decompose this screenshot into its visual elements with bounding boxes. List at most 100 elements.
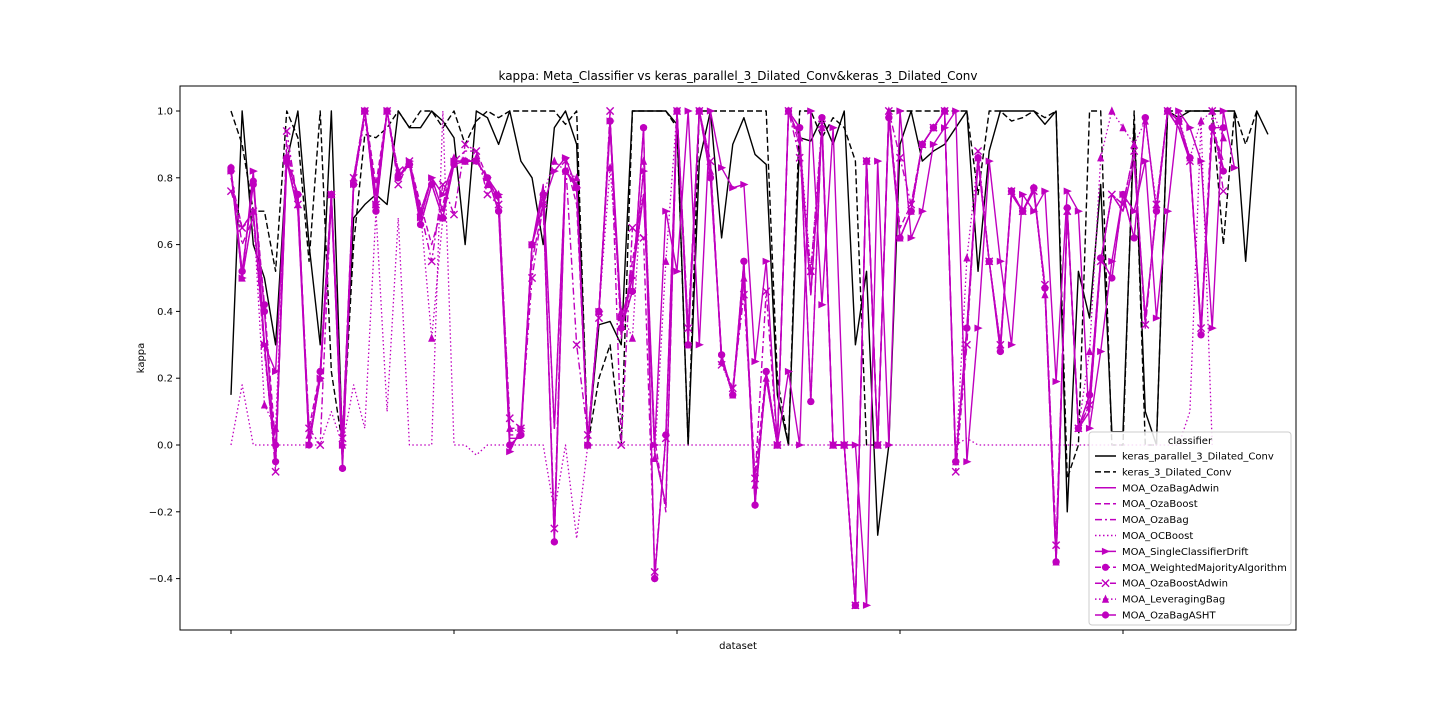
data-point — [1219, 107, 1228, 115]
data-point — [617, 314, 626, 322]
data-point — [907, 234, 916, 242]
legend-marker — [1101, 563, 1110, 571]
data-point — [1019, 190, 1028, 199]
data-point — [651, 441, 660, 449]
data-point — [1152, 207, 1161, 215]
data-point — [427, 257, 436, 266]
data-point — [1141, 320, 1150, 329]
x-axis-label: dataset — [719, 641, 757, 652]
data-point — [1164, 107, 1172, 115]
data-point — [1175, 117, 1183, 125]
data-point — [1219, 167, 1227, 175]
legend-marker — [1101, 579, 1110, 588]
data-point — [1219, 124, 1227, 132]
x-axis — [230, 630, 1124, 634]
data-point — [1097, 153, 1105, 162]
data-point — [617, 440, 626, 450]
y-tick-label: 0.4 — [157, 307, 173, 318]
data-point — [517, 431, 525, 439]
series-line — [230, 110, 1224, 607]
legend-label: MOA_OzaBagAdwin — [1122, 483, 1219, 494]
data-point — [818, 114, 826, 122]
data-point — [472, 157, 480, 165]
data-point — [238, 273, 246, 282]
data-point — [461, 157, 469, 165]
series-line — [230, 110, 1213, 540]
data-point — [896, 234, 904, 242]
data-point — [1052, 558, 1060, 566]
legend-label: MOA_OzaBagASHT — [1122, 611, 1216, 622]
data-point — [951, 467, 960, 476]
data-point — [1030, 207, 1039, 215]
data-point — [428, 333, 436, 342]
data-point — [840, 441, 848, 449]
data-point — [550, 167, 559, 175]
data-point — [896, 107, 905, 115]
legend-label: keras_parallel_3_Dilated_Conv — [1122, 452, 1274, 463]
data-point — [784, 367, 794, 376]
data-point — [1119, 190, 1127, 199]
data-point — [416, 220, 425, 229]
data-point — [684, 107, 693, 115]
data-point — [751, 501, 759, 509]
data-point — [506, 448, 515, 456]
data-point — [606, 163, 614, 172]
data-point — [1119, 123, 1127, 132]
legend-label: MOA_OzaBoostAdwin — [1122, 579, 1228, 590]
data-point — [483, 174, 492, 182]
data-point — [818, 301, 827, 309]
data-point — [829, 124, 838, 132]
data-point — [1186, 124, 1195, 132]
data-point — [495, 207, 503, 215]
legend-marker — [1101, 611, 1110, 619]
data-point — [706, 174, 715, 182]
data-point — [1186, 154, 1194, 162]
data-point — [862, 157, 871, 165]
data-point — [539, 190, 547, 199]
data-point — [439, 214, 447, 222]
data-point — [651, 453, 659, 462]
plot-area — [179, 85, 1297, 631]
y-tick-label: −0.2 — [149, 507, 173, 518]
series-line — [230, 110, 1236, 607]
data-point — [729, 391, 737, 399]
data-point — [695, 341, 704, 349]
legend-label: MOA_OzaBoost — [1122, 499, 1198, 510]
data-point — [684, 324, 693, 333]
data-point — [773, 441, 781, 449]
data-point — [762, 367, 770, 376]
legend-item: MOA_WeightedMajorityAlgorithm — [1095, 563, 1287, 574]
data-point — [796, 441, 805, 449]
data-point — [784, 107, 793, 115]
series-keras-3-dilated-conv — [230, 110, 1258, 480]
data-point — [394, 174, 402, 182]
legend-item: MOA_LeveragingBag — [1095, 594, 1225, 606]
data-point — [1219, 187, 1228, 196]
data-point — [874, 441, 882, 449]
data-point — [1130, 234, 1138, 242]
data-point — [572, 340, 581, 349]
data-point — [851, 441, 860, 449]
data-point — [439, 190, 448, 199]
legend-item: keras_parallel_3_Dilated_Conv — [1095, 452, 1274, 463]
legend-label: MOA_WeightedMajorityAlgorithm — [1122, 563, 1287, 574]
data-point — [438, 180, 447, 189]
data-point — [282, 126, 291, 136]
data-point — [1107, 190, 1116, 199]
data-point — [695, 107, 703, 115]
y-tick-label: 1.0 — [157, 107, 173, 118]
data-point — [1175, 107, 1184, 115]
legend-label: MOA_OzaBag — [1122, 515, 1189, 526]
series-moa-ozabagasht — [227, 107, 1227, 609]
data-point — [996, 257, 1005, 265]
data-point — [729, 184, 738, 192]
data-point — [1197, 331, 1205, 339]
data-point — [885, 114, 893, 122]
data-point — [350, 180, 358, 189]
data-point — [450, 160, 458, 169]
data-point — [718, 164, 727, 172]
data-point — [862, 601, 872, 609]
data-point — [807, 397, 815, 406]
data-point — [651, 575, 659, 583]
data-point — [1097, 347, 1106, 356]
